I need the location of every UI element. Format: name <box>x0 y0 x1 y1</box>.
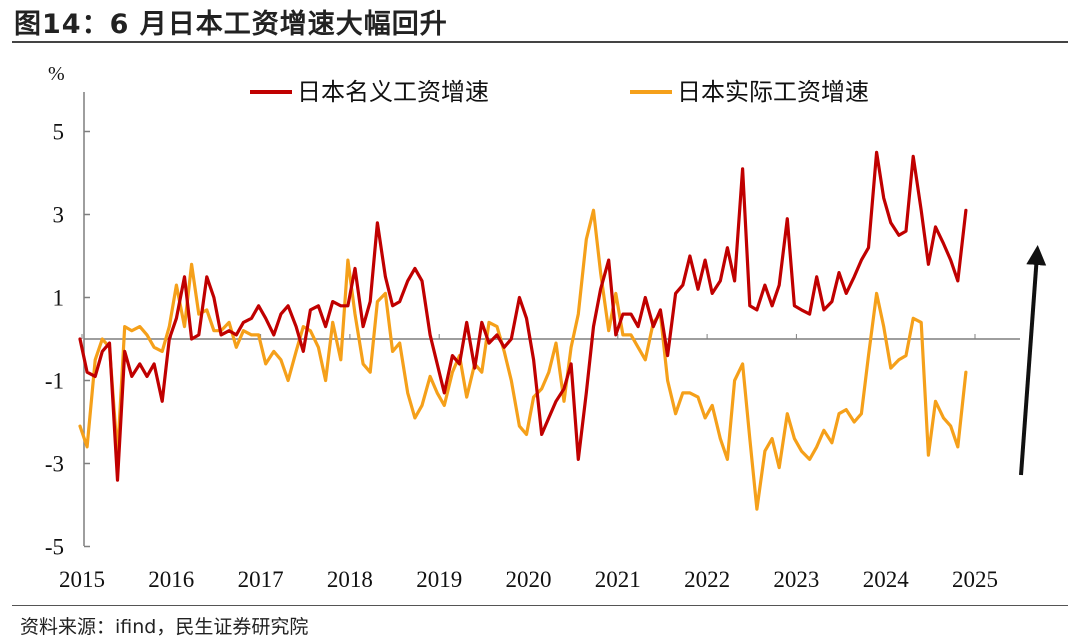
legend-label: 日本名义工资增速 <box>297 78 489 106</box>
x-tick-label: 2023 <box>773 567 819 592</box>
x-tick-label: 2021 <box>595 567 641 592</box>
y-tick-label: 5 <box>53 120 65 145</box>
chart-title: 图14：6 月日本工资增速大幅回升 <box>14 9 448 40</box>
x-tick-label: 2022 <box>684 567 730 592</box>
x-tick-label: 2018 <box>327 567 373 592</box>
y-tick-label: 3 <box>53 203 65 228</box>
source-divider <box>12 605 1068 606</box>
source-note: 资料来源：ifind，民生证券研究院 <box>20 616 309 638</box>
x-tick-label: 2016 <box>148 567 194 592</box>
trend-arrow-annotation <box>1019 245 1047 476</box>
x-tick-label: 2024 <box>863 567 910 592</box>
y-tick-label: -3 <box>45 452 64 477</box>
series-layer <box>78 150 968 511</box>
y-tick-label: 1 <box>53 286 65 311</box>
x-tick-label: 2017 <box>238 567 284 592</box>
x-tick-label: 2020 <box>506 567 552 592</box>
title-divider <box>12 41 1068 43</box>
y-tick-label: -5 <box>45 535 64 560</box>
axes-layer: % 5 3 1 -1 -3 -5 2015 2016 2017 2018 2019 2020 2021 20… <box>45 63 1020 592</box>
x-tick-label: 2019 <box>416 567 462 592</box>
legend: 日本名义工资增速 日本实际工资增速 <box>250 78 869 106</box>
x-tick-label: 2025 <box>952 567 998 592</box>
x-tick-label: 2015 <box>59 567 105 592</box>
series-line-real-wage <box>78 208 968 511</box>
wage-growth-chart: % 5 3 1 -1 -3 -5 2015 2016 2017 2018 2019 2020 2021 20… <box>45 63 1047 592</box>
y-axis-unit-label: % <box>48 63 65 85</box>
legend-label: 日本实际工资增速 <box>677 78 869 106</box>
series-line-nominal-wage <box>78 150 968 482</box>
y-tick-label: -1 <box>45 369 64 394</box>
